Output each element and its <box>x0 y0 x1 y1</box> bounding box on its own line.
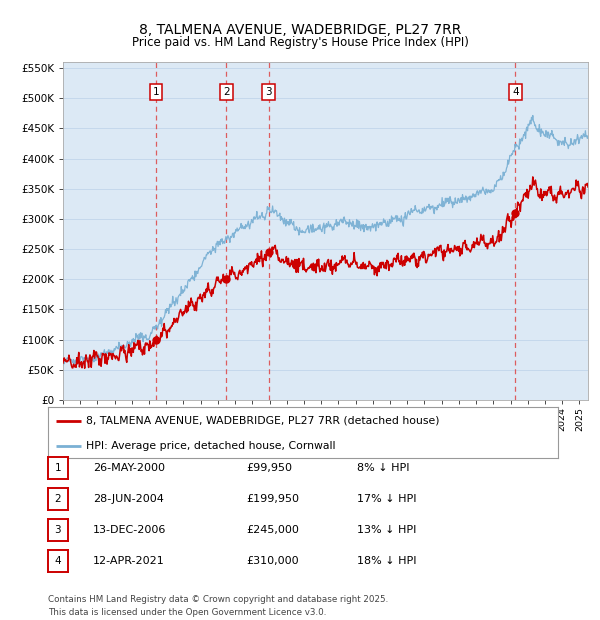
Text: 8% ↓ HPI: 8% ↓ HPI <box>357 463 409 473</box>
Text: £245,000: £245,000 <box>246 525 299 535</box>
Text: £310,000: £310,000 <box>246 556 299 566</box>
Text: 3: 3 <box>265 87 272 97</box>
Text: 8, TALMENA AVENUE, WADEBRIDGE, PL27 7RR: 8, TALMENA AVENUE, WADEBRIDGE, PL27 7RR <box>139 23 461 37</box>
Text: 13% ↓ HPI: 13% ↓ HPI <box>357 525 416 535</box>
Text: Price paid vs. HM Land Registry's House Price Index (HPI): Price paid vs. HM Land Registry's House … <box>131 36 469 49</box>
Text: HPI: Average price, detached house, Cornwall: HPI: Average price, detached house, Corn… <box>86 441 336 451</box>
Text: 2: 2 <box>223 87 230 97</box>
Text: 12-APR-2021: 12-APR-2021 <box>93 556 165 566</box>
Text: 4: 4 <box>55 556 61 566</box>
Text: 28-JUN-2004: 28-JUN-2004 <box>93 494 164 504</box>
Text: 8, TALMENA AVENUE, WADEBRIDGE, PL27 7RR (detached house): 8, TALMENA AVENUE, WADEBRIDGE, PL27 7RR … <box>86 416 440 426</box>
Text: 4: 4 <box>512 87 518 97</box>
Text: £99,950: £99,950 <box>246 463 292 473</box>
Text: £199,950: £199,950 <box>246 494 299 504</box>
Text: 1: 1 <box>55 463 61 473</box>
Text: Contains HM Land Registry data © Crown copyright and database right 2025.
This d: Contains HM Land Registry data © Crown c… <box>48 595 388 617</box>
Text: 2: 2 <box>55 494 61 504</box>
Text: 1: 1 <box>152 87 159 97</box>
Text: 13-DEC-2006: 13-DEC-2006 <box>93 525 166 535</box>
Text: 18% ↓ HPI: 18% ↓ HPI <box>357 556 416 566</box>
Text: 17% ↓ HPI: 17% ↓ HPI <box>357 494 416 504</box>
Text: 3: 3 <box>55 525 61 535</box>
Text: 26-MAY-2000: 26-MAY-2000 <box>93 463 165 473</box>
